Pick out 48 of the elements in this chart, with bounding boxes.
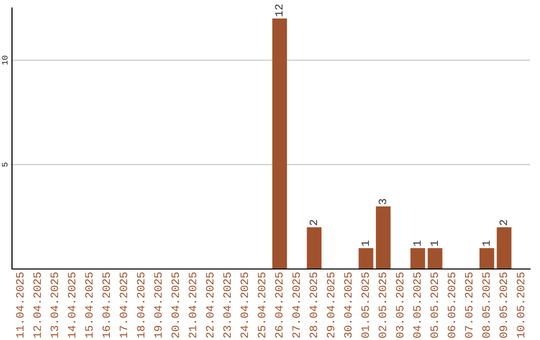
x-tick-label: 02.05.2025 xyxy=(378,272,386,338)
y-tick-label: 5 xyxy=(2,162,8,167)
data-label: 2 xyxy=(500,220,507,226)
data-label: 12 xyxy=(275,4,283,16)
x-tick-label: 17.04.2025 xyxy=(120,272,128,338)
x-tick-label: 30.04.2025 xyxy=(344,272,352,338)
bar xyxy=(358,248,374,269)
x-tick-label: 27.04.2025 xyxy=(292,272,300,338)
bar xyxy=(376,206,391,269)
x-tick-label: 22.04.2025 xyxy=(206,272,214,338)
x-tick-label: 14.04.2025 xyxy=(68,272,76,338)
data-label: 1 xyxy=(430,240,438,246)
x-tick-label: 25.04.2025 xyxy=(258,272,266,338)
bar xyxy=(428,248,442,269)
x-tick-label: 13.04.2025 xyxy=(50,272,58,338)
x-tick-label: 11.04.2025 xyxy=(16,272,24,338)
data-label: 1 xyxy=(362,240,369,246)
x-tick-label: 04.05.2025 xyxy=(413,272,421,338)
x-tick-label: 10.05.2025 xyxy=(516,272,524,338)
data-label: 3 xyxy=(378,199,386,204)
data-label: 2 xyxy=(310,220,318,226)
x-tick-label: 19.04.2025 xyxy=(154,272,162,338)
x-tick-label: 01.05.2025 xyxy=(361,272,369,338)
x-tick-label: 26.04.2025 xyxy=(275,272,283,338)
x-tick-label: 21.04.2025 xyxy=(188,272,196,338)
x-tick-label: 29.04.2025 xyxy=(326,272,334,338)
bar xyxy=(410,248,426,269)
x-tick-label: 15.04.2025 xyxy=(85,272,93,338)
bar xyxy=(496,227,512,269)
x-tick-label: 12.04.2025 xyxy=(33,272,41,338)
x-tick-label: 18.04.2025 xyxy=(136,272,144,338)
x-tick-label: 16.04.2025 xyxy=(102,272,110,338)
x-tick-label: 24.04.2025 xyxy=(240,272,248,338)
bar xyxy=(479,248,494,269)
x-tick-label: 28.04.2025 xyxy=(310,272,318,338)
bar xyxy=(272,18,287,269)
x-tick-label: 08.05.2025 xyxy=(482,272,490,338)
x-tick-label: 07.05.2025 xyxy=(465,272,473,338)
x-tick-label: 06.05.2025 xyxy=(448,272,456,338)
x-tick-label: 23.04.2025 xyxy=(223,272,231,338)
data-label: 1 xyxy=(482,240,490,246)
x-tick-label: 20.04.2025 xyxy=(171,272,180,338)
x-tick-label: 09.05.2025 xyxy=(500,272,508,338)
y-tick-label: 10 xyxy=(2,56,8,65)
bar xyxy=(306,227,322,269)
x-tick-label: 03.05.2025 xyxy=(396,272,404,338)
x-tick-label: 05.05.2025 xyxy=(430,272,438,338)
data-label: 1 xyxy=(413,240,421,246)
